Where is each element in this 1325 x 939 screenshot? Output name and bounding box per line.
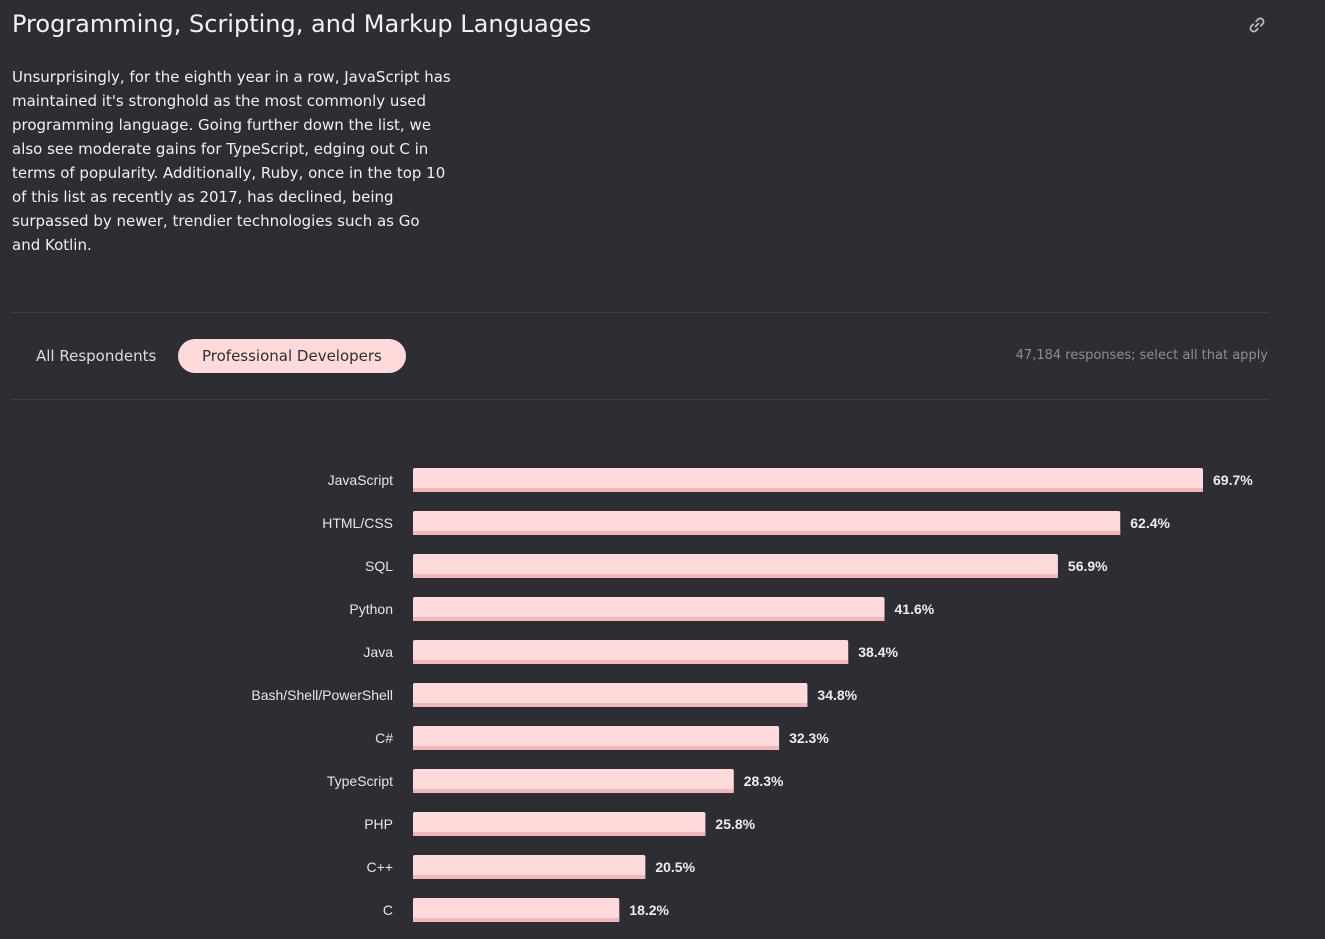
category-label: PHP — [364, 816, 393, 832]
bar-shadow — [413, 832, 706, 836]
value-label: 62.4% — [1130, 515, 1170, 531]
bar[interactable] — [413, 812, 706, 836]
category-label: Java — [363, 644, 393, 660]
bar-shadow — [413, 617, 885, 621]
section-description: Unsurprisingly, for the eighth year in a… — [12, 68, 451, 254]
category-label: HTML/CSS — [322, 515, 393, 531]
bar[interactable] — [413, 640, 849, 664]
bar-shadow — [413, 789, 734, 793]
category-label: Bash/Shell/PowerShell — [251, 687, 393, 703]
bar-shadow — [413, 746, 780, 750]
bar-chart: JavaScript 69.7% HTML/CSS 62.4% SQL 56.9% Pyth… — [251, 468, 1253, 922]
bar[interactable] — [413, 511, 1121, 535]
category-label: C# — [375, 730, 393, 746]
respondent-filter: All Respondents Professional Developers … — [12, 339, 1268, 373]
bar[interactable] — [413, 726, 780, 750]
category-label: TypeScript — [327, 773, 393, 789]
bar[interactable] — [413, 554, 1058, 578]
bar-shadow — [413, 660, 849, 664]
bar[interactable] — [413, 468, 1203, 492]
page-title: Programming, Scripting, and Markup Langu… — [12, 10, 592, 38]
value-label: 41.6% — [895, 601, 935, 617]
divider-top — [12, 312, 1268, 313]
category-label: SQL — [365, 558, 393, 574]
value-label: 28.3% — [744, 773, 784, 789]
bar[interactable] — [413, 898, 620, 922]
tab-professional-developers[interactable]: Professional Developers — [178, 339, 406, 373]
value-label: 18.2% — [629, 902, 669, 918]
value-label: 20.5% — [655, 859, 695, 875]
bar[interactable] — [413, 683, 808, 707]
category-label: C++ — [367, 859, 393, 875]
bar-shadow — [413, 875, 646, 879]
divider-bottom — [12, 399, 1268, 400]
category-label: JavaScript — [328, 472, 393, 488]
category-label: Python — [349, 601, 393, 617]
bar-shadow — [413, 531, 1121, 535]
value-label: 38.4% — [858, 644, 898, 660]
value-label: 32.3% — [789, 730, 829, 746]
bar-shadow — [413, 703, 808, 707]
value-label: 69.7% — [1213, 472, 1253, 488]
value-label: 34.8% — [817, 687, 857, 703]
value-label: 56.9% — [1068, 558, 1108, 574]
responses-count: 47,184 responses; select all that apply — [1015, 348, 1268, 363]
bar[interactable] — [413, 855, 646, 879]
category-label: C — [383, 902, 393, 918]
bar-shadow — [413, 574, 1058, 578]
link-icon[interactable] — [1246, 14, 1268, 36]
value-label: 25.8% — [715, 816, 755, 832]
bar-shadow — [413, 488, 1203, 492]
bar[interactable] — [413, 769, 734, 793]
bar[interactable] — [413, 597, 885, 621]
bar-shadow — [413, 918, 620, 922]
section-header: Programming, Scripting, and Markup Langu… — [12, 6, 1268, 46]
tab-all-respondents[interactable]: All Respondents — [36, 347, 157, 365]
